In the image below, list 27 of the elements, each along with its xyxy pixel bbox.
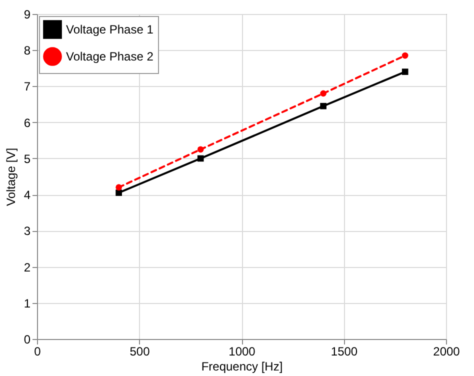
y-tick-label: 5 [24, 152, 31, 166]
legend-label: Voltage Phase 2 [66, 50, 154, 64]
point [116, 184, 122, 190]
point [116, 190, 122, 196]
point [197, 146, 204, 153]
point [320, 102, 326, 110]
y-tick-label: 2 [24, 260, 31, 274]
point [197, 155, 204, 162]
y-tick-label: 4 [24, 188, 31, 202]
y-tick-label: 9 [24, 8, 31, 22]
point [402, 52, 408, 59]
x-tick-label: 1000 [228, 344, 256, 358]
x-tick-label: 0 [34, 344, 42, 358]
x-tick-label: 1500 [330, 344, 358, 358]
y-tick-label: 7 [24, 80, 31, 94]
y-tick-label: 8 [24, 44, 31, 58]
x-tick-label: 2000 [433, 344, 460, 358]
x-axis-title: Frequency [Hz] [201, 360, 283, 374]
y-tick-label: 3 [24, 224, 31, 238]
point [402, 68, 408, 75]
y-axis-title: Voltage [V] [4, 148, 18, 206]
y-tick-label: 0 [24, 332, 31, 346]
y-tick-label: 6 [24, 116, 31, 130]
point [320, 90, 326, 97]
y-tick-label: 1 [24, 296, 31, 310]
x-tick-label: 500 [130, 344, 150, 358]
legend-label: Voltage Phase 1 [66, 22, 154, 36]
